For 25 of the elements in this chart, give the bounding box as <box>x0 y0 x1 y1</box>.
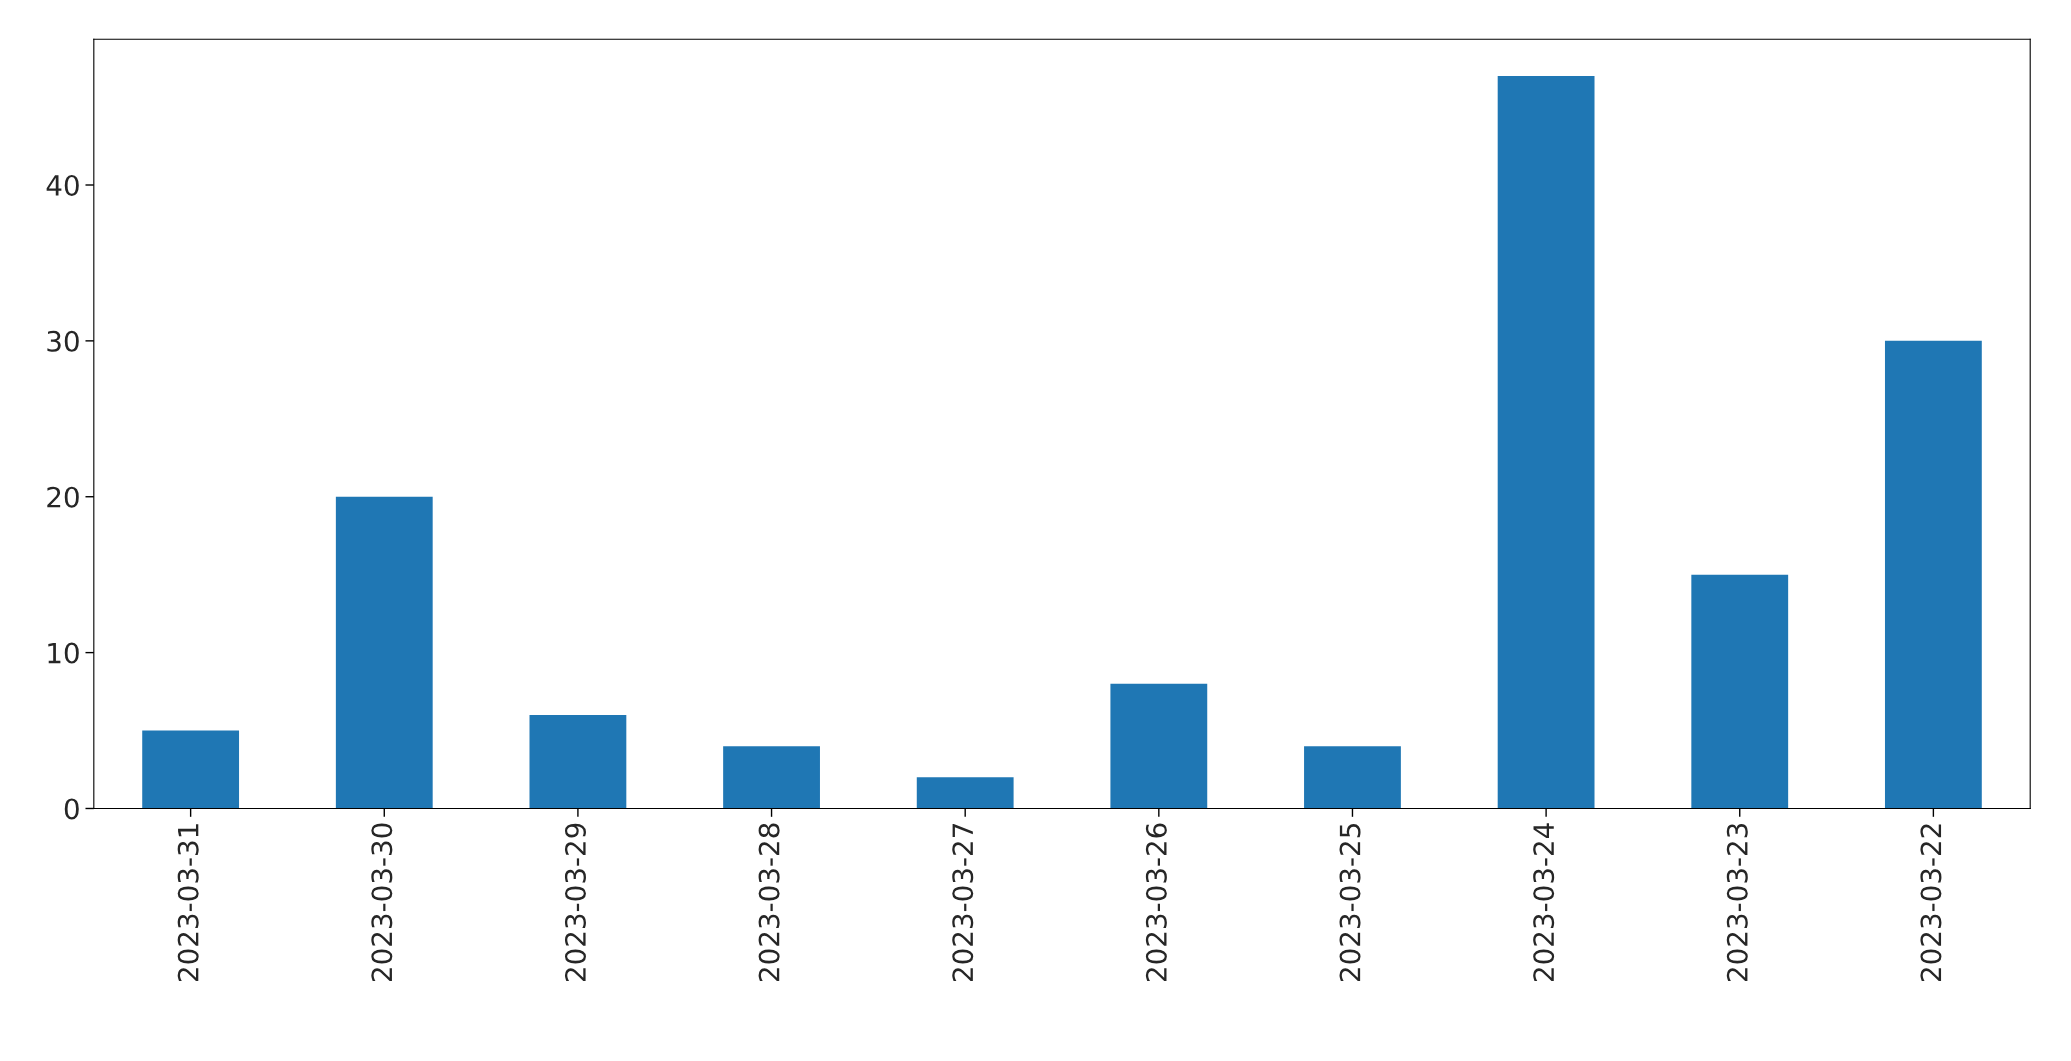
bar <box>335 496 433 809</box>
x-tick-label: 2023-03-31 <box>177 824 199 982</box>
y-tick-label: 30 <box>47 330 79 352</box>
bar <box>1691 574 1789 809</box>
x-tick-label: 2023-03-25 <box>1339 824 1361 982</box>
y-tick-label: 10 <box>48 642 79 664</box>
x-tick-label: 2023-03-24 <box>1533 823 1555 982</box>
x-tick-label: 2023-03-30 <box>371 823 393 982</box>
x-tick-label: 2023-03-29 <box>564 823 586 982</box>
x-tick-label: 2023-03-23 <box>1726 823 1748 982</box>
x-tick-label: 2023-03-27 <box>952 824 974 982</box>
bar <box>1304 746 1401 809</box>
bar <box>723 746 820 809</box>
bar <box>529 714 627 809</box>
bar <box>142 730 240 809</box>
y-tick-label: 40 <box>46 174 79 196</box>
bar <box>916 777 1014 809</box>
bar <box>1497 75 1595 809</box>
bar <box>1110 683 1208 809</box>
x-tick-label: 2023-03-28 <box>758 823 780 982</box>
bar <box>1884 340 1982 809</box>
y-tick-label: 0 <box>64 798 79 820</box>
x-tick-label: 2023-03-22 <box>1920 824 1942 982</box>
y-tick-label: 20 <box>47 486 79 508</box>
x-tick-label: 2023-03-26 <box>1145 823 1167 982</box>
